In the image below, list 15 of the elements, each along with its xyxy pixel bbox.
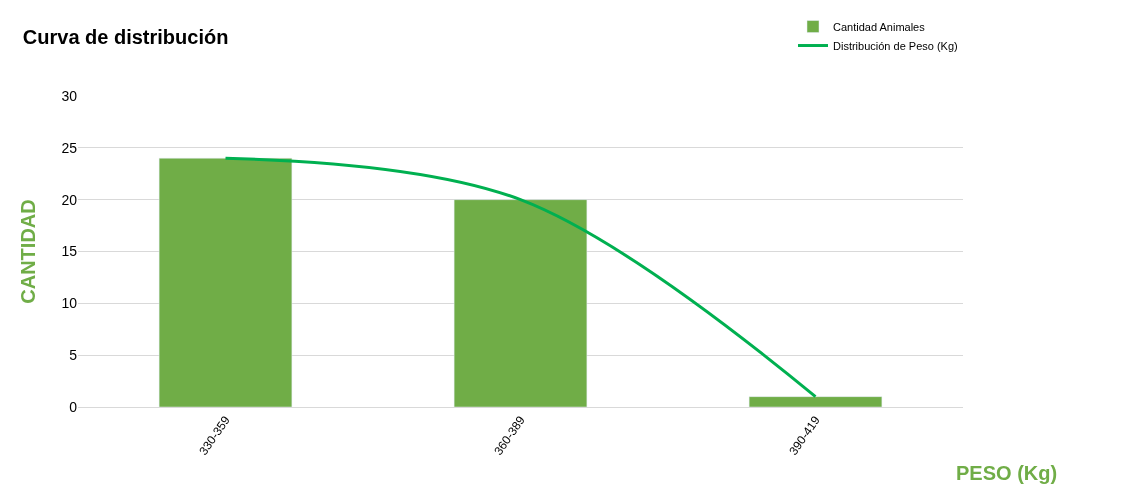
y-tick-label: 5 — [69, 347, 78, 364]
bar — [158, 157, 293, 407]
y-axis-title: CANTIDAD — [16, 199, 39, 304]
y-tick-label: 20 — [61, 191, 78, 208]
y-tick-label: 15 — [61, 243, 78, 260]
y-tick-label: 10 — [61, 295, 78, 312]
chart-title: Curva de distribución — [22, 25, 229, 48]
y-tick-label: 30 — [61, 87, 78, 104]
x-axis-title: PESO (Kg) — [956, 462, 1058, 484]
legend-label: Cantidad Animales — [833, 20, 926, 33]
legend-label: Distribución de Peso (Kg) — [833, 39, 958, 52]
bar — [453, 199, 588, 407]
y-tick-label: 25 — [61, 139, 78, 156]
y-tick-label: 0 — [69, 398, 78, 415]
bar — [748, 396, 883, 407]
